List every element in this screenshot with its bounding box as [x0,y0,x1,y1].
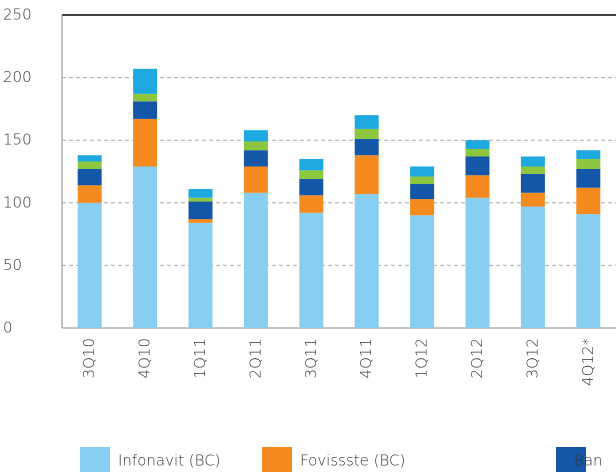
x-tick-label: 1Q11 [191,338,209,378]
bar-segment [465,156,490,176]
bar-segment [299,158,324,171]
bar-segment [576,214,601,328]
x-tick-label: 4Q11 [357,338,375,378]
legend-label: Ban [574,452,603,470]
bar-segment [188,222,213,328]
bar-segment [299,170,324,180]
bar-segment [243,192,268,328]
bar-segment [410,166,435,177]
bar-segment [520,156,545,167]
y-tick-label: 250 [3,6,32,24]
bar-segment [354,194,379,328]
x-tick-label: 4Q10 [136,338,154,378]
bar-segment [354,138,379,156]
bar-segment [77,155,102,162]
bar-segment [354,115,379,129]
bar-segment [299,195,324,213]
bar-segment [243,150,268,167]
y-tick-label: 0 [3,319,13,337]
legend-label: Fovissste (BC) [300,452,405,470]
bar-segment [188,189,213,198]
legend-swatch [80,447,110,472]
x-tick-label: 3Q11 [302,338,320,378]
bar-segment [576,187,601,215]
bar-segment [133,118,158,167]
bar-segment [133,101,158,119]
bar-segment [77,161,102,169]
bar-segment [410,215,435,328]
bar-segment [77,168,102,186]
bar-segment [520,192,545,207]
bar-segment [410,176,435,185]
bar-segment [576,150,601,159]
bar-segment [354,128,379,139]
bar-segment [299,179,324,196]
x-tick-label: 4Q12* [579,338,597,386]
bar-segment [465,140,490,149]
bar-segment [520,206,545,328]
bar-segment [243,166,268,193]
bar-segment [133,68,158,94]
x-tick-label: 3Q12 [523,338,541,378]
legend-swatch [262,447,292,472]
x-tick-label: 1Q12 [413,338,431,378]
bar-segment [77,185,102,203]
bar-segment [465,175,490,198]
bar-segment [465,148,490,157]
bar-segment [410,199,435,216]
bar-segment [188,201,213,220]
bar-segment [188,219,213,223]
y-tick-label: 100 [3,193,32,211]
x-tick-label: 2Q12 [468,338,486,378]
bar-segment [77,202,102,328]
y-tick-label: 200 [3,68,32,86]
bar-segment [188,197,213,202]
bar-segment [133,166,158,328]
legend-swatch [556,447,586,472]
y-tick-label: 50 [3,256,22,274]
bar-segment [243,141,268,151]
bar-segment [576,158,601,169]
bar-segment [243,130,268,142]
bar-segment [520,166,545,175]
y-tick-label: 150 [3,131,32,149]
x-tick-label: 2Q11 [246,338,264,378]
bar-segment [576,168,601,188]
bar-segment [354,155,379,195]
legend-label: Infonavit (BC) [118,452,221,470]
bar-segment [465,197,490,328]
bar-segment [520,174,545,193]
x-tick-label: 3Q10 [80,338,98,378]
bar-segment [299,212,324,328]
bar-segment [133,93,158,102]
bar-segment [410,184,435,200]
